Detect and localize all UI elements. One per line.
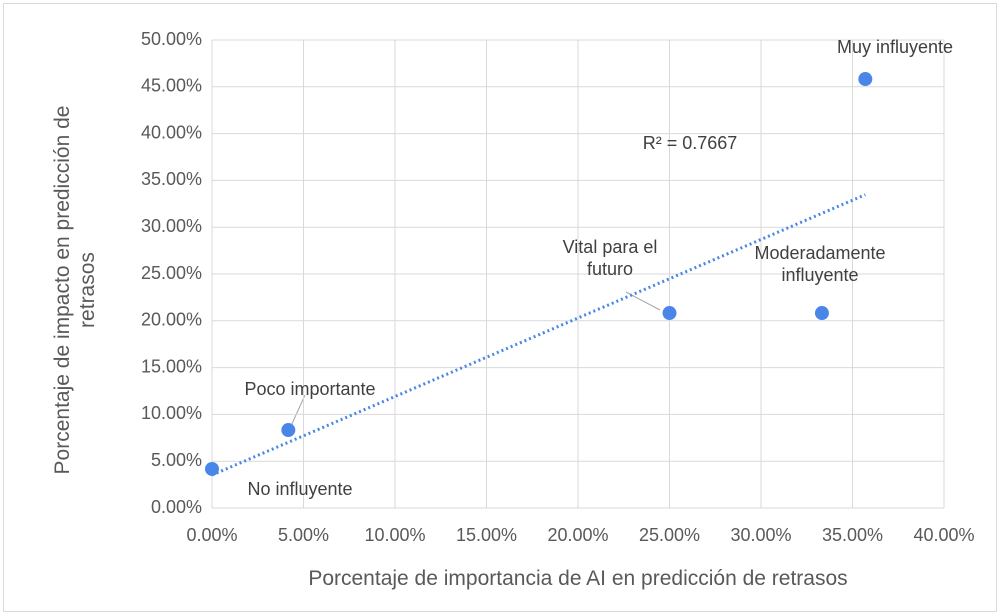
y-tick-label: 5.00% <box>151 450 202 470</box>
x-tick-label: 20.00% <box>547 525 608 545</box>
trendline <box>211 193 866 477</box>
y-tick-label: 40.00% <box>141 122 202 142</box>
y-tick-label: 30.00% <box>141 216 202 236</box>
y-tick-label: 15.00% <box>141 356 202 376</box>
chart-border <box>3 3 997 612</box>
point-label: Poco importante <box>244 379 376 399</box>
x-tick-label: 15.00% <box>456 525 517 545</box>
point-label: Moderadamente influyente <box>754 243 886 285</box>
data-point <box>858 72 873 87</box>
data-point <box>281 423 296 438</box>
y-tick-label: 0.00% <box>151 497 202 517</box>
y-axis-title: Porcentaje de impacto en predicción de r… <box>51 105 99 475</box>
x-tick-label: 10.00% <box>364 525 425 545</box>
data-point <box>814 306 829 321</box>
y-tick-label: 35.00% <box>141 169 202 189</box>
y-tick-label: 25.00% <box>141 263 202 283</box>
y-tick-label: 10.00% <box>141 403 202 423</box>
x-tick-label: 5.00% <box>278 525 329 545</box>
y-tick-label: 45.00% <box>141 76 202 96</box>
data-point <box>205 461 219 476</box>
y-tick-label: 50.00% <box>141 29 202 49</box>
point-label: Muy influyente <box>836 37 954 57</box>
x-tick-label: 25.00% <box>639 525 700 545</box>
data-point <box>662 306 677 321</box>
x-axis-title: Porcentaje de importancia de AI en predi… <box>308 567 848 590</box>
point-label: No influyente <box>247 479 353 499</box>
y-tick-label: 20.00% <box>141 310 202 330</box>
point-label: Vital para el futuro <box>562 237 658 279</box>
x-tick-label: 35.00% <box>822 525 883 545</box>
x-tick-label: 30.00% <box>730 525 791 545</box>
x-tick-label: 40.00% <box>913 525 974 545</box>
annotation: R² = 0.7667 <box>642 133 738 153</box>
leader-line <box>290 394 306 427</box>
x-tick-label: 0.00% <box>186 525 237 545</box>
